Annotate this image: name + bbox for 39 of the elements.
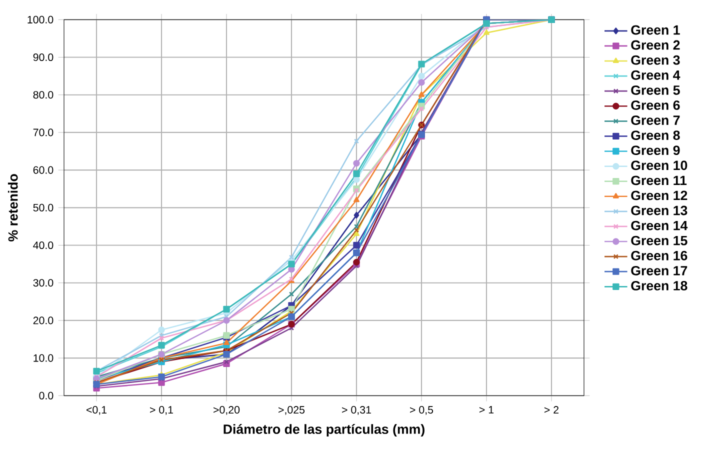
legend-label: Green 17 bbox=[631, 266, 688, 276]
x-tick-label: >,025 bbox=[278, 406, 305, 415]
legend-label: Green 8 bbox=[631, 130, 680, 140]
legend-label: Green 15 bbox=[631, 236, 688, 246]
legend-label: Green 5 bbox=[631, 85, 680, 95]
y-tick-label: 100.0 bbox=[28, 16, 54, 24]
legend-label: Green 13 bbox=[631, 206, 688, 216]
y-tick-label: 10.0 bbox=[34, 354, 54, 362]
y-tick-label: 70.0 bbox=[33, 128, 54, 136]
x-tick-label: > 2 bbox=[544, 406, 559, 414]
legend-label: Green 10 bbox=[631, 160, 688, 170]
legend-label: Green 3 bbox=[631, 55, 680, 65]
x-tick-label: > 0,31 bbox=[342, 406, 371, 415]
x-tick-label: <0,1 bbox=[86, 406, 107, 415]
y-tick-label: 20.0 bbox=[33, 316, 54, 324]
legend-label: Green 6 bbox=[631, 100, 680, 110]
x-tick-label: >0,20 bbox=[214, 406, 240, 415]
legend-label: Green 11 bbox=[631, 176, 687, 186]
y-tick-label: 60.0 bbox=[33, 166, 54, 174]
legend-label: Green 9 bbox=[631, 146, 680, 156]
x-tick-label: > 0,5 bbox=[410, 406, 434, 415]
x-tick-label: > 0,1 bbox=[150, 406, 173, 415]
legend-label: Green 4 bbox=[631, 70, 680, 80]
y-tick-label: 0.0 bbox=[39, 392, 54, 400]
y-tick-label: 80.0 bbox=[33, 91, 54, 99]
legend-label: Green 16 bbox=[631, 250, 688, 260]
legend-label: Green 14 bbox=[631, 220, 688, 230]
x-axis-title: Diámetro de las partículas (mm) bbox=[224, 424, 424, 437]
legend-label: Green 7 bbox=[631, 116, 680, 125]
legend-label: Green 12 bbox=[631, 190, 688, 200]
y-tick-label: 40.0 bbox=[33, 241, 54, 250]
y-tick-label: 50.0 bbox=[33, 204, 54, 212]
y-tick-label: 30.0 bbox=[33, 279, 54, 287]
legend-label: Green 2 bbox=[631, 40, 680, 50]
y-tick-label: 90.0 bbox=[33, 53, 54, 62]
legend-label: Green 18 bbox=[631, 280, 688, 290]
x-tick-label: > 1 bbox=[479, 406, 494, 414]
legend-label: Green 1 bbox=[631, 25, 680, 35]
y-axis-title: % retenido bbox=[8, 174, 18, 242]
